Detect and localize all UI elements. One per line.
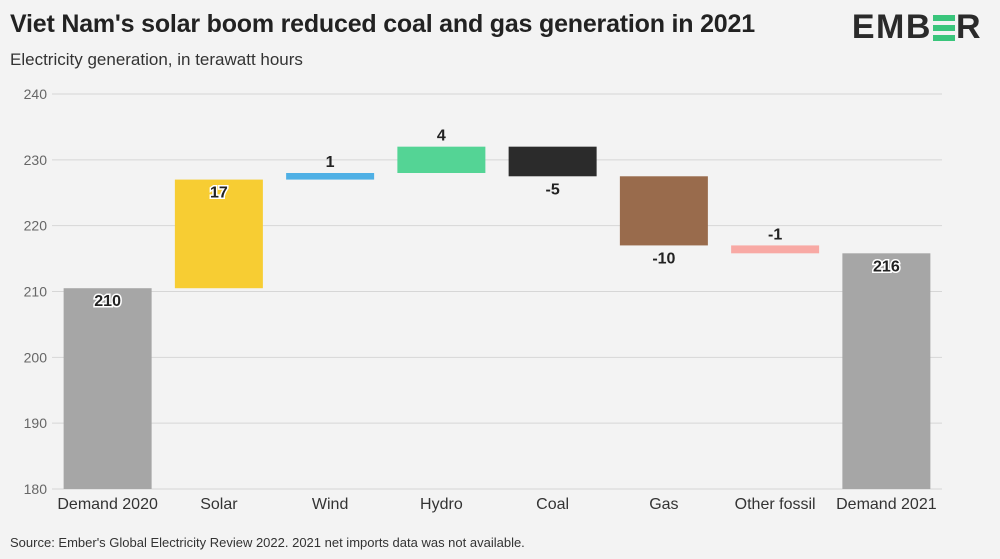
y-tick-label-240: 240: [24, 86, 48, 102]
bar-coal: [508, 146, 597, 177]
y-tick-label-230: 230: [24, 152, 48, 168]
bar-gas: [619, 176, 708, 246]
value-label-coal: -5: [546, 181, 560, 198]
category-label-wind: Wind: [312, 496, 348, 513]
bar-other-fossil: [731, 245, 820, 254]
bar-wind: [286, 173, 375, 180]
labels: 180 190 200 210 220 230 240 210 Demand 2020 17 Sol…: [24, 86, 937, 513]
bar-demand-2020: [63, 288, 152, 489]
category-label-hydro: Hydro: [420, 496, 463, 513]
category-label-other-fossil: Other fossil: [735, 496, 816, 513]
category-label-coal: Coal: [536, 496, 569, 513]
grid-lines: [52, 93, 942, 490]
value-label-other-fossil: -1: [768, 226, 782, 243]
y-tick-label-180: 180: [24, 481, 48, 497]
value-label-wind: 1: [326, 154, 335, 171]
chart-title: Viet Nam's solar boom reduced coal and g…: [10, 10, 755, 38]
bar-solar: [174, 179, 263, 289]
category-label-demand-2021: Demand 2021: [836, 496, 937, 513]
category-label-solar: Solar: [200, 496, 238, 513]
bars: [63, 146, 931, 489]
chart-subtitle: Electricity generation, in terawatt hour…: [10, 50, 303, 69]
waterfall-chart: 180 190 200 210 220 230 240 210 Demand 2020 17 Sol…: [24, 86, 942, 513]
y-tick-label-210: 210: [24, 284, 48, 300]
ember-logo: EMB R: [852, 8, 982, 47]
logo-e-icon: [932, 14, 955, 42]
logo-text-prefix: EMB: [851, 8, 932, 46]
category-label-gas: Gas: [649, 496, 678, 513]
category-label-demand-2020: Demand 2020: [57, 496, 158, 513]
y-tick-label-190: 190: [24, 415, 48, 431]
value-label-hydro: 4: [437, 128, 446, 145]
bar-hydro: [397, 146, 486, 173]
y-tick-label-200: 200: [24, 349, 48, 365]
value-label-demand-2021: 216: [873, 258, 900, 275]
value-label-demand-2020: 210: [94, 293, 121, 310]
y-tick-label-220: 220: [24, 218, 48, 234]
value-label-solar: 17: [210, 185, 228, 202]
bar-demand-2021: [842, 253, 931, 489]
logo-text-suffix: R: [955, 8, 982, 46]
source-note: Source: Ember's Global Electricity Revie…: [10, 535, 525, 550]
value-label-gas: -10: [652, 250, 675, 267]
